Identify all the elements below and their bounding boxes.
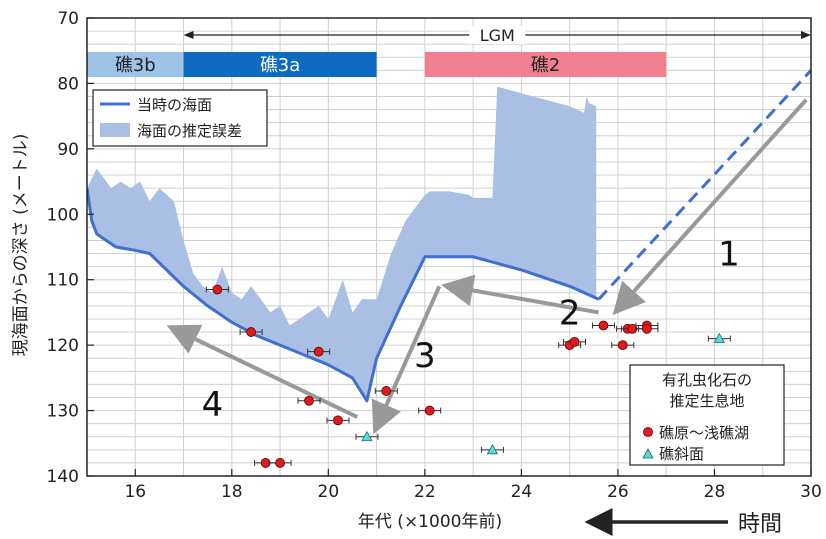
x-tick-label: 30: [800, 482, 822, 502]
data-point-triangle: [361, 430, 373, 442]
x-tick-label: 22: [414, 482, 436, 502]
sea-level-lines: [87, 69, 811, 403]
y-tick-label: 100: [47, 205, 79, 225]
sea-level-line: [87, 187, 600, 403]
data-point-circle: [333, 415, 343, 426]
lgm-arrowhead-right: [801, 31, 811, 39]
legend-label: 当時の海面: [137, 96, 212, 114]
y-tick-label: 120: [47, 336, 79, 356]
data-point-triangle: [486, 444, 499, 455]
reef-band: [87, 52, 184, 77]
legend-label: 礁原〜浅礁湖: [659, 424, 749, 442]
x-axis-label: 年代 (×1000年前): [358, 512, 502, 532]
y-tick-label: 80: [57, 74, 79, 94]
uncertainty-band: [87, 86, 597, 401]
data-point-circle: [617, 340, 628, 351]
reef-band: [183, 52, 377, 77]
plot-frame: [86, 17, 812, 477]
axis-labels: 年代 (×1000年前) 現海面からの深さ (メートル) 時間: [11, 134, 782, 537]
habitat-legend-title: 推定生息地: [669, 392, 744, 410]
y-tick-label: 110: [47, 271, 79, 291]
lgm-label-bg: [469, 26, 526, 44]
time-arrow-label: 時間: [738, 512, 782, 537]
sea-level-projection: [597, 69, 811, 301]
lgm-label: LGM: [480, 26, 515, 45]
x-tick-label: 20: [318, 482, 340, 502]
annotation-arrow: [166, 324, 359, 419]
annotation-label: 1: [718, 235, 740, 275]
habitat-legend-title: 有孔虫化石の: [662, 371, 752, 389]
legend-circle-swatch: [643, 427, 653, 437]
annotation-label: 4: [202, 385, 224, 425]
annotation-label: 2: [559, 293, 581, 333]
habitat-legend-box: [629, 364, 785, 466]
x-tick-label: 24: [511, 482, 533, 502]
y-tick-label: 90: [57, 140, 79, 160]
y-axis-label: 現海面からの深さ (メートル): [11, 134, 31, 357]
plot-border: [86, 17, 812, 477]
data-point-circle: [212, 284, 223, 295]
data-point-circle: [641, 323, 652, 334]
data-point-circle: [246, 327, 257, 337]
x-tick-label: 16: [124, 482, 146, 502]
annotation-arrows: 1 2 3 4: [166, 98, 808, 435]
annotation-arrow: [371, 285, 442, 435]
data-point-triangle: [713, 332, 725, 343]
reef-band: [424, 52, 667, 77]
legend-label: 海面の推定誤差: [137, 122, 242, 140]
annotation-label: 3: [414, 336, 436, 376]
x-tick-label: 26: [607, 482, 629, 502]
lgm-indicator: LGM: [183, 26, 811, 45]
annotation-arrow: [441, 274, 599, 315]
data-point-circle: [598, 320, 609, 331]
reef-band-label: 礁2: [531, 55, 560, 76]
legend-triangle-swatch: [642, 448, 654, 459]
data-point-circle: [381, 386, 392, 396]
data-point-circle: [569, 336, 580, 347]
y-tick-label: 130: [47, 402, 79, 422]
data-points: [205, 284, 731, 468]
legend-area-swatch: [100, 123, 130, 137]
lgm-arrowhead-left: [183, 31, 194, 39]
uncertainty-area: [87, 86, 597, 401]
reef-band-label: 礁3a: [260, 55, 300, 76]
data-point-circle: [313, 346, 324, 357]
data-point-circle: [275, 458, 285, 468]
annotation-arrow: [612, 98, 808, 316]
reef-bands: 礁3b 礁3a 礁2: [87, 52, 667, 77]
legend-label: 礁斜面: [659, 445, 704, 463]
x-tick-label: 28: [704, 482, 726, 502]
y-tick-label: 140: [47, 467, 79, 487]
reef-band-label: 礁3b: [115, 55, 156, 76]
data-point-circle: [424, 405, 435, 416]
x-tick-label: 18: [221, 482, 243, 502]
y-tick-label: 70: [57, 9, 79, 29]
data-point-circle: [304, 395, 314, 406]
